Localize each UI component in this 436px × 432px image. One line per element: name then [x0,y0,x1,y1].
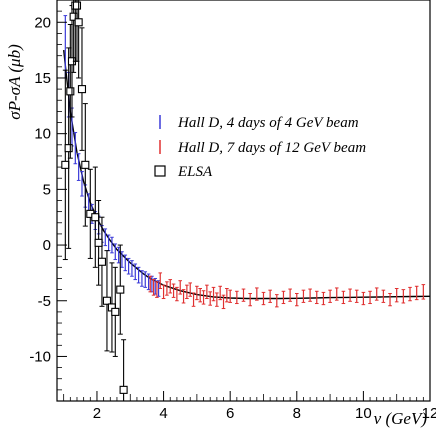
y-tick-label: 20 [34,14,51,31]
elsa-marker [66,87,75,96]
elsa-marker [77,85,87,94]
y-tick-label: -10 [29,348,51,365]
series-2 [61,0,128,401]
y-tick-label: 15 [34,70,51,87]
elsa-marker [111,307,120,316]
elsa-marker [116,285,125,294]
legend-label: ELSA [177,164,213,180]
x-axis-title: ν (GeV) [374,409,428,428]
legend-label: Hall D, 4 days of 4 GeV beam [177,115,359,131]
elsa-marker [91,213,100,222]
plot-area [61,0,430,401]
y-tick-label: 5 [43,181,51,198]
elsa-marker [81,160,90,169]
elsa-marker [61,160,70,169]
x-tick-label: 4 [159,405,167,422]
x-tick-label: 10 [355,405,372,422]
legend: Hall D, 4 days of 4 GeV beam Hall D, 7 da… [154,115,366,180]
elsa-marker [74,18,83,27]
x-tick-label: 2 [93,405,101,422]
elsa-marker [102,296,112,305]
elsa-marker [72,1,82,10]
legend-label: Hall D, 7 days of 12 GeV beam [177,140,366,156]
y-tick-label: 0 [43,237,51,254]
x-tick-label: 12 [422,405,436,422]
series-1 [148,272,426,310]
axes: 2 4 6 8 10 12 -10 -5 0 5 10 15 20 [29,10,436,422]
elsa-marker [64,144,73,153]
y-axis-title: σP-σA (μb) [5,44,24,120]
y-tick-label: 10 [34,126,51,143]
y-tick-label: -5 [38,293,51,310]
x-tick-label: 6 [226,405,234,422]
elsa-marker [97,257,107,266]
x-tick-label: 8 [293,405,301,422]
elsa-marker [119,385,128,394]
elsa-marker [94,238,103,247]
legend-marker-elsa [154,165,166,177]
